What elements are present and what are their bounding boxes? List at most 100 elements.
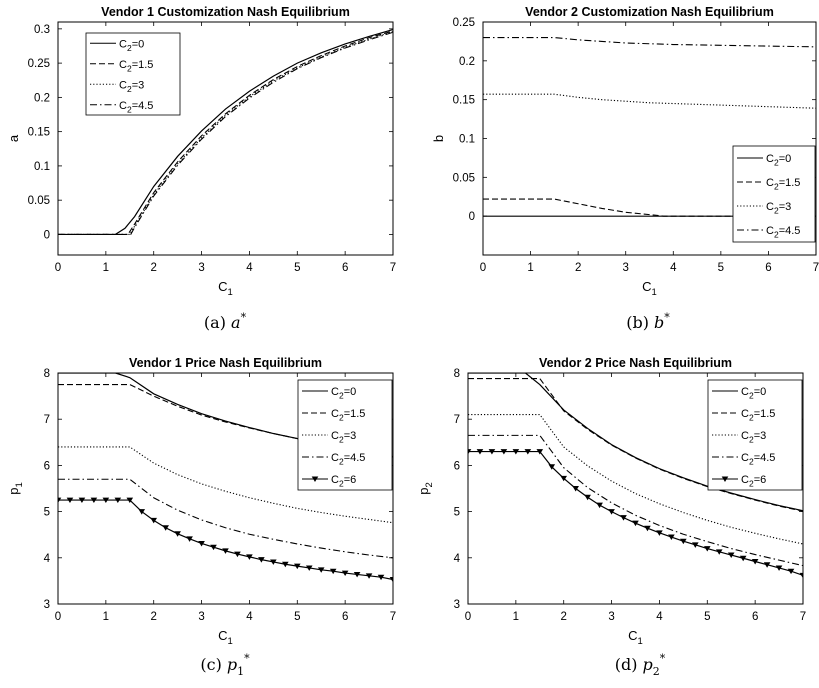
x-axis-label: C1 [218, 628, 233, 647]
legend-label-sub: 2 [339, 413, 344, 423]
series-line-4 [58, 31, 393, 235]
legend-label: C2=1.5 [331, 408, 365, 423]
legend-label-base: C [119, 79, 127, 91]
x-axis-label-sub: 1 [652, 287, 657, 298]
series-marker [560, 475, 568, 482]
legend-label-base: C [741, 386, 749, 398]
legend-label-sub: 2 [749, 435, 754, 445]
y-tick-label: 5 [454, 507, 460, 519]
y-axis-label: p2 [416, 482, 435, 495]
legend-label: C2=3 [331, 430, 356, 445]
legend-label-rest: =0 [779, 153, 792, 165]
x-tick-label: 2 [575, 262, 581, 274]
legend-label-base: C [741, 474, 749, 486]
series-marker [246, 554, 253, 560]
y-axis-label: p1 [6, 482, 25, 495]
series-line-3 [483, 93, 816, 109]
legend-label-sub: 2 [127, 63, 132, 73]
legend-label-base: C [119, 100, 127, 112]
legend-label-rest: =3 [754, 430, 767, 442]
series-marker [138, 509, 146, 515]
y-axis-label-base: p [6, 488, 21, 495]
subfigure-caption: (b) b* [626, 311, 670, 332]
caption-superscript: * [660, 652, 666, 665]
y-tick-label: 6 [44, 460, 50, 472]
subfigure-caption: (c) p1*​ [200, 652, 250, 678]
series-marker [775, 565, 783, 571]
legend-label-base: C [331, 386, 339, 398]
y-axis-label-sub: 2 [424, 482, 435, 487]
x-tick-label: 0 [465, 611, 471, 623]
series-marker [536, 449, 544, 455]
y-tick-label: 0.2 [34, 92, 50, 104]
series-marker [548, 464, 556, 470]
series-line-4 [483, 36, 816, 48]
legend-label-rest: =4.5 [344, 452, 366, 464]
series-marker [270, 559, 277, 565]
legend-label: C2=1.5 [119, 59, 153, 74]
x-tick-label: 6 [765, 262, 771, 274]
series-marker [258, 557, 265, 563]
y-tick-label: 7 [454, 414, 460, 426]
legend-label-base: C [741, 430, 749, 442]
x-tick-label: 1 [103, 611, 109, 623]
series-marker [715, 549, 723, 555]
x-axis-label-base: C [218, 279, 227, 294]
y-tick-label: 8 [44, 368, 50, 380]
legend-label-sub: 2 [339, 457, 344, 467]
legend-label-base: C [331, 430, 339, 442]
series-marker [353, 571, 361, 578]
series-marker [703, 546, 711, 552]
x-axis-label: C1 [628, 628, 643, 647]
legend-label-sub: 2 [749, 413, 754, 423]
legend-label-rest: =0 [132, 38, 145, 50]
x-axis-label-base: C [218, 628, 227, 643]
axes-frame [57, 21, 394, 256]
y-tick-label: 0.15 [453, 95, 475, 107]
legend-label: C2=6 [331, 474, 356, 489]
series-marker [680, 538, 687, 545]
series-marker [751, 559, 759, 565]
x-tick-label: 3 [198, 611, 204, 623]
x-tick-label: 2 [151, 262, 157, 274]
legend-label: C2=0 [119, 38, 144, 53]
series-marker [656, 530, 663, 536]
x-tick-label: 4 [656, 611, 663, 623]
subfigure-caption: (a) a* [204, 311, 247, 332]
x-tick-label: 4 [670, 262, 677, 274]
legend-label-sub: 2 [339, 435, 344, 445]
series-marker [763, 562, 771, 568]
series-marker [377, 574, 385, 581]
chart-panel-3: Vendor 1 Price Nash Equilibrium 0 1 2 3 4 5 6 7 3… [6, 356, 396, 678]
series-marker [584, 494, 591, 501]
series-line-5 [58, 499, 393, 581]
series-marker [727, 552, 735, 558]
legend-label: C2=4.5 [119, 100, 153, 115]
y-axis-label-base: p [416, 488, 431, 495]
series-marker [644, 525, 651, 532]
legend-label-sub: 2 [749, 479, 754, 489]
legend-label-base: C [766, 153, 774, 165]
y-tick-label: 3 [44, 599, 50, 611]
y-axis-label: b [431, 135, 446, 142]
x-tick-label: 2 [151, 611, 157, 623]
series-marker [365, 573, 373, 579]
x-tick-label: 3 [623, 262, 629, 274]
legend-label: C2=0 [331, 386, 356, 401]
caption-superscript: * [241, 311, 247, 324]
x-axis-label: C1 [218, 279, 233, 298]
y-tick-label: 0.3 [34, 24, 50, 36]
caption-symbol: p [227, 655, 237, 674]
legend-label-rest: =0 [754, 386, 767, 398]
series-marker [174, 531, 181, 537]
series-marker [488, 449, 496, 455]
series-marker [150, 517, 158, 524]
x-tick-label: 4 [246, 611, 253, 623]
x-tick-label: 7 [800, 611, 806, 623]
legend-label-base: C [119, 59, 127, 71]
y-axis-label-sub: 1 [14, 482, 25, 487]
x-tick-label: 4 [246, 262, 253, 274]
legend: C2=0C2=1.5C2=3C2=4.5C2=6 [707, 379, 803, 491]
chart-title: Vendor 2 Price Nash Equilibrium [539, 356, 732, 370]
